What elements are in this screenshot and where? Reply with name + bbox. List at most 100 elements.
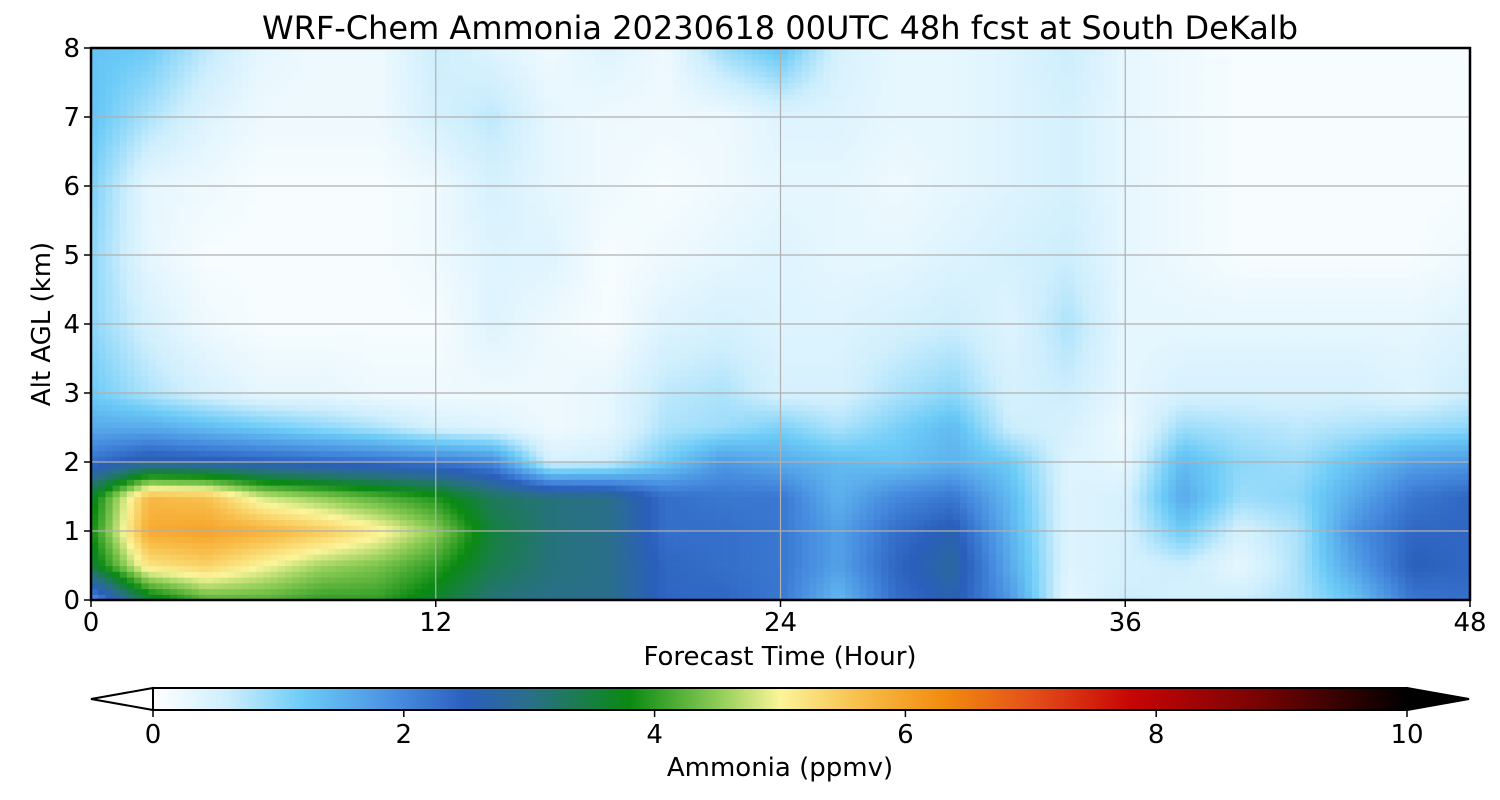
heatmap-cell [514, 519, 523, 526]
heatmap-cell [1146, 542, 1155, 549]
heatmap-cell [428, 467, 437, 475]
heatmap-cell [715, 519, 724, 526]
heatmap-cell [902, 594, 911, 600]
heatmap-cell [780, 577, 789, 584]
heatmap-cell [112, 565, 121, 572]
heatmap-cell [284, 490, 293, 498]
heatmap-cell [1319, 450, 1327, 457]
heatmap-cell [1419, 519, 1428, 526]
heatmap-cell [1283, 508, 1292, 515]
heatmap-cell [794, 462, 803, 469]
heatmap-cell [98, 571, 106, 578]
heatmap-cell [823, 531, 832, 538]
heatmap-cell [155, 508, 164, 515]
heatmap-cell [952, 582, 961, 590]
heatmap-cell [148, 531, 157, 538]
heatmap-cell [428, 456, 437, 463]
heatmap-cell [543, 588, 552, 595]
heatmap-cell [960, 473, 968, 480]
heatmap-cell [629, 456, 638, 463]
heatmap-cell [284, 554, 293, 561]
heatmap-cell [1161, 513, 1169, 521]
heatmap-cell [407, 513, 415, 521]
heatmap-cell [945, 513, 954, 521]
heatmap-field [91, 48, 1470, 600]
heatmap-cell [119, 456, 128, 463]
heatmap-cell [780, 525, 789, 532]
heatmap-cell [687, 508, 695, 515]
heatmap-cell [155, 554, 164, 561]
heatmap-cell [902, 571, 911, 578]
heatmap-cell [773, 485, 782, 492]
heatmap-cell [1089, 496, 1098, 503]
heatmap-cell [1003, 531, 1011, 538]
heatmap-cell [1276, 548, 1284, 555]
heatmap-cell [701, 548, 710, 555]
heatmap-cell [514, 554, 523, 561]
heatmap-cell [600, 513, 609, 521]
heatmap-cell [945, 594, 954, 600]
heatmap-cell [737, 456, 746, 463]
heatmap-cell [665, 582, 674, 590]
heatmap-cell [916, 548, 925, 555]
heatmap-cell [1232, 577, 1241, 584]
heatmap-cell [988, 594, 997, 600]
heatmap-cell [1146, 456, 1155, 463]
heatmap-cell [112, 577, 121, 584]
heatmap-cell [1132, 571, 1141, 578]
heatmap-cell [1204, 513, 1213, 521]
heatmap-cell [1254, 467, 1263, 475]
heatmap-cell [679, 456, 688, 463]
heatmap-cell [802, 496, 810, 503]
heatmap-cell [1333, 542, 1342, 549]
heatmap-cell [1383, 525, 1392, 532]
heatmap-cell [888, 542, 897, 549]
heatmap-cell [1168, 490, 1177, 498]
heatmap-cell [543, 531, 552, 538]
heatmap-cell [694, 571, 703, 578]
heatmap-cell [644, 594, 652, 600]
heatmap-cell [780, 502, 789, 509]
heatmap-cell [1197, 577, 1205, 584]
heatmap-cell [881, 450, 889, 457]
heatmap-cell [421, 582, 430, 590]
heatmap-cell [184, 571, 193, 578]
heatmap-cell [881, 490, 889, 498]
heatmap-cell [378, 554, 387, 561]
heatmap-cell [119, 467, 128, 475]
heatmap-cell [428, 548, 437, 555]
heatmap-cell [981, 479, 990, 486]
heatmap-cell [134, 479, 142, 486]
heatmap-cell [1132, 554, 1141, 561]
heatmap-cell [134, 490, 142, 498]
heatmap-cell [945, 519, 954, 526]
heatmap-cell [1434, 456, 1442, 463]
heatmap-cell [1168, 594, 1177, 600]
heatmap-cell [802, 559, 810, 567]
heatmap-cell [256, 531, 264, 538]
heatmap-cell [565, 519, 573, 526]
heatmap-cell [1340, 450, 1349, 457]
heatmap-cell [931, 485, 940, 492]
heatmap-cell [177, 565, 185, 572]
heatmap-cell [306, 565, 315, 572]
heatmap-cell [1118, 588, 1126, 595]
heatmap-cell [378, 531, 387, 538]
heatmap-cell [486, 502, 494, 509]
heatmap-cell [507, 554, 516, 561]
heatmap-cell [557, 456, 566, 463]
heatmap-cell [1003, 450, 1011, 457]
heatmap-cell [744, 582, 753, 590]
heatmap-cell [931, 531, 940, 538]
heatmap-cell [873, 548, 882, 555]
heatmap-cell [1146, 577, 1155, 584]
heatmap-cell [1434, 571, 1442, 578]
heatmap-cell [421, 588, 430, 595]
heatmap-cell [845, 525, 853, 532]
heatmap-cell [1139, 571, 1148, 578]
heatmap-cell [1067, 525, 1076, 532]
heatmap-cell [629, 467, 638, 475]
heatmap-cell [823, 508, 832, 515]
heatmap-cell [837, 565, 846, 572]
heatmap-cell [1261, 531, 1270, 538]
